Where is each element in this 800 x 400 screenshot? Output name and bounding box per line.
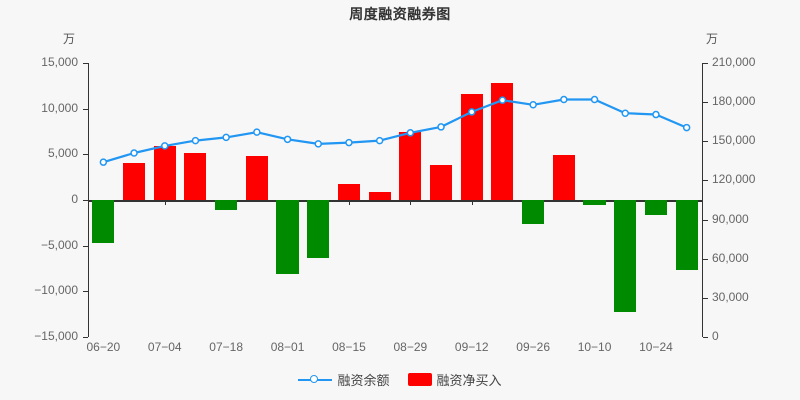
right-axis-tick-label: 210,000 xyxy=(712,55,756,69)
x-axis-tick xyxy=(349,200,350,205)
x-axis-tick-label: 07−04 xyxy=(147,340,182,354)
x-axis-tick-label: 06−20 xyxy=(86,340,121,354)
left-axis-tick xyxy=(83,108,88,110)
line-marker-icon xyxy=(298,374,333,386)
right-axis-tick-label: 180,000 xyxy=(712,94,756,109)
bar-net-buy xyxy=(429,164,453,200)
chart-legend: 融资余额 融资净买入 xyxy=(0,370,800,389)
bar-net-buy xyxy=(644,200,667,215)
left-axis-tick xyxy=(83,245,88,247)
right-axis-tick-label: 60,000 xyxy=(712,250,749,265)
bar-net-buy xyxy=(92,200,115,243)
left-axis-tick xyxy=(83,337,88,338)
x-axis-tick xyxy=(165,200,166,205)
left-axis-tick xyxy=(83,200,88,201)
bar-net-buy xyxy=(368,191,391,200)
x-axis-tick-label: 08−01 xyxy=(270,340,305,354)
legend-label-net-buy: 融资净买入 xyxy=(436,373,502,388)
left-axis-unit-label: 万 xyxy=(63,32,76,46)
legend-label-balance: 融资余额 xyxy=(337,373,390,388)
zero-baseline xyxy=(88,200,702,202)
x-axis-tick-label: 09−26 xyxy=(516,340,550,354)
right-axis-tick xyxy=(703,297,708,299)
bar-net-buy xyxy=(552,155,575,200)
right-axis-line xyxy=(702,63,703,337)
right-axis-tick xyxy=(703,337,708,338)
x-axis-tick-label: 08−29 xyxy=(393,340,428,354)
x-axis-tick-label: 08−15 xyxy=(332,340,366,354)
left-axis-tick-label: −5,000 xyxy=(40,237,78,252)
left-axis-tick xyxy=(83,154,88,156)
left-axis-tick xyxy=(83,63,88,64)
x-axis-tick-label: 09−12 xyxy=(454,340,489,354)
bar-net-buy xyxy=(307,200,330,258)
left-axis-tick-label: 5,000 xyxy=(47,146,78,161)
x-axis-tick-label: 10−24 xyxy=(639,340,673,354)
bar-net-buy xyxy=(522,200,545,225)
left-axis-tick xyxy=(83,291,88,293)
x-axis-tick-label: 07−18 xyxy=(209,340,243,354)
bar-net-buy xyxy=(460,93,483,200)
bar-net-buy xyxy=(491,83,514,200)
x-axis-tick xyxy=(472,200,473,205)
bar-net-buy xyxy=(399,131,422,200)
right-axis-tick xyxy=(703,219,708,221)
bar-net-buy xyxy=(675,200,698,271)
left-axis-tick-label: 10,000 xyxy=(41,100,78,115)
right-axis-tick xyxy=(703,180,708,182)
left-axis-tick-label: 0 xyxy=(71,192,78,206)
right-axis-tick-label: 30,000 xyxy=(712,289,749,304)
bar-net-buy xyxy=(276,200,299,274)
right-axis-tick-label: 150,000 xyxy=(712,133,756,148)
bar-net-buy xyxy=(583,200,606,206)
left-axis-tick-label: −10,000 xyxy=(34,283,78,298)
right-axis-tick xyxy=(703,63,708,64)
right-axis-tick-label: 90,000 xyxy=(712,211,749,226)
right-axis-tick-label: 120,000 xyxy=(712,172,756,187)
x-axis-tick-label: 10−10 xyxy=(577,340,612,354)
box-marker-icon xyxy=(407,373,432,386)
bar-net-buy xyxy=(122,163,146,200)
right-axis-tick xyxy=(703,258,708,260)
bar-net-buy xyxy=(245,155,268,200)
bar-net-buy xyxy=(614,200,637,312)
right-axis-tick-label: 0 xyxy=(712,329,719,343)
left-axis-tick-label: −15,000 xyxy=(34,329,78,343)
right-axis-unit-label: 万 xyxy=(706,32,719,46)
x-axis-tick xyxy=(410,200,411,205)
left-axis-tick-label: 15,000 xyxy=(41,55,78,69)
bar-net-buy xyxy=(337,184,360,200)
bar-net-buy xyxy=(215,200,238,210)
legend-item-net-buy[interactable]: 融资净买入 xyxy=(407,370,502,389)
right-axis-tick xyxy=(703,102,708,104)
bar-net-buy xyxy=(184,152,207,200)
legend-item-balance[interactable]: 融资余额 xyxy=(298,370,390,389)
bar-net-buy xyxy=(153,145,176,200)
chart-title: 周度融资融券图 xyxy=(349,6,451,22)
right-axis-tick xyxy=(703,141,708,143)
